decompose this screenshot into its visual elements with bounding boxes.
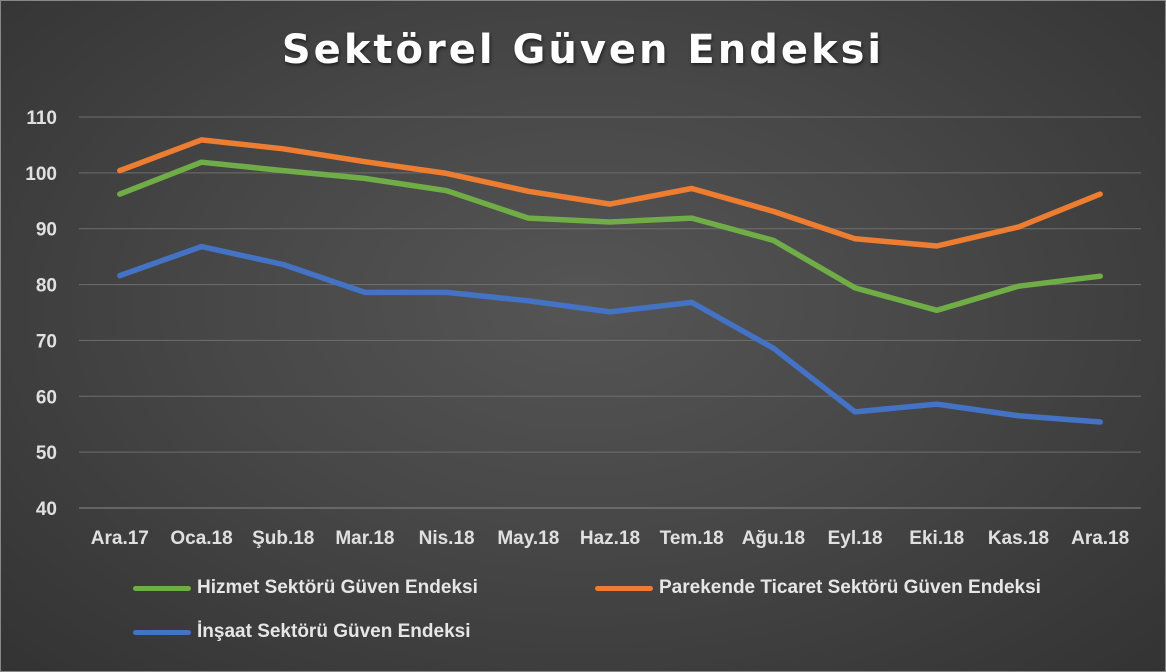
legend-item-insaat: İnşaat Sektörü Güven Endeksi [133,621,470,643]
series-line-0 [117,159,1103,314]
chart-title: Sektörel Güven Endeksi [281,27,885,73]
x-tick-labels: Ara.17 Oca.18 Şub.18 Mar.18 Nis.18 May.18 Haz.… [91,528,1129,549]
x-tick-label: May.18 [497,528,559,549]
x-tick-label: Mar.18 [335,528,394,549]
x-tick-label: Kas.18 [988,528,1049,549]
legend-swatch-hizmet [133,585,191,591]
series-line-1 [117,137,1103,249]
legend-item-parekende: Parekende Ticaret Sektörü Güven Endeksi [595,577,1041,599]
y-tick-label: 100 [25,164,57,185]
y-tick-label: 110 [26,108,57,129]
legend-swatch-insaat [133,629,191,635]
legend-label-insaat: İnşaat Sektörü Güven Endeksi [197,621,471,642]
y-tick-label: 40 [36,499,57,520]
y-tick-labels: 40 50 60 70 80 90 100 110 [25,108,57,520]
x-tick-label: Ağu.18 [742,528,805,549]
x-tick-label: Tem.18 [660,528,724,549]
x-tick-label: Haz.18 [580,528,640,549]
y-tick-label: 80 [36,276,57,297]
x-tick-label: Ara.17 [91,528,149,549]
y-tick-label: 70 [36,331,57,352]
series-lines [117,137,1103,425]
gridlines [79,116,1141,509]
legend-item-hizmet: Hizmet Sektörü Güven Endeksi [133,577,478,599]
y-tick-label: 60 [36,387,57,408]
y-tick-label: 90 [36,220,57,241]
y-tick-label: 50 [36,443,57,464]
legend-swatch-parekende [595,585,653,591]
series-line-2 [117,243,1103,425]
x-tick-label: Şub.18 [252,528,314,549]
legend-label-parekende: Parekende Ticaret Sektörü Güven Endeksi [659,577,1041,598]
legend-label-hizmet: Hizmet Sektörü Güven Endeksi [197,577,478,598]
x-tick-label: Eki.18 [909,528,964,549]
x-tick-label: Oca.18 [170,528,232,549]
x-tick-label: Nis.18 [419,528,475,549]
x-tick-label: Eyl.18 [828,528,883,549]
x-tick-label: Ara.18 [1071,528,1129,549]
